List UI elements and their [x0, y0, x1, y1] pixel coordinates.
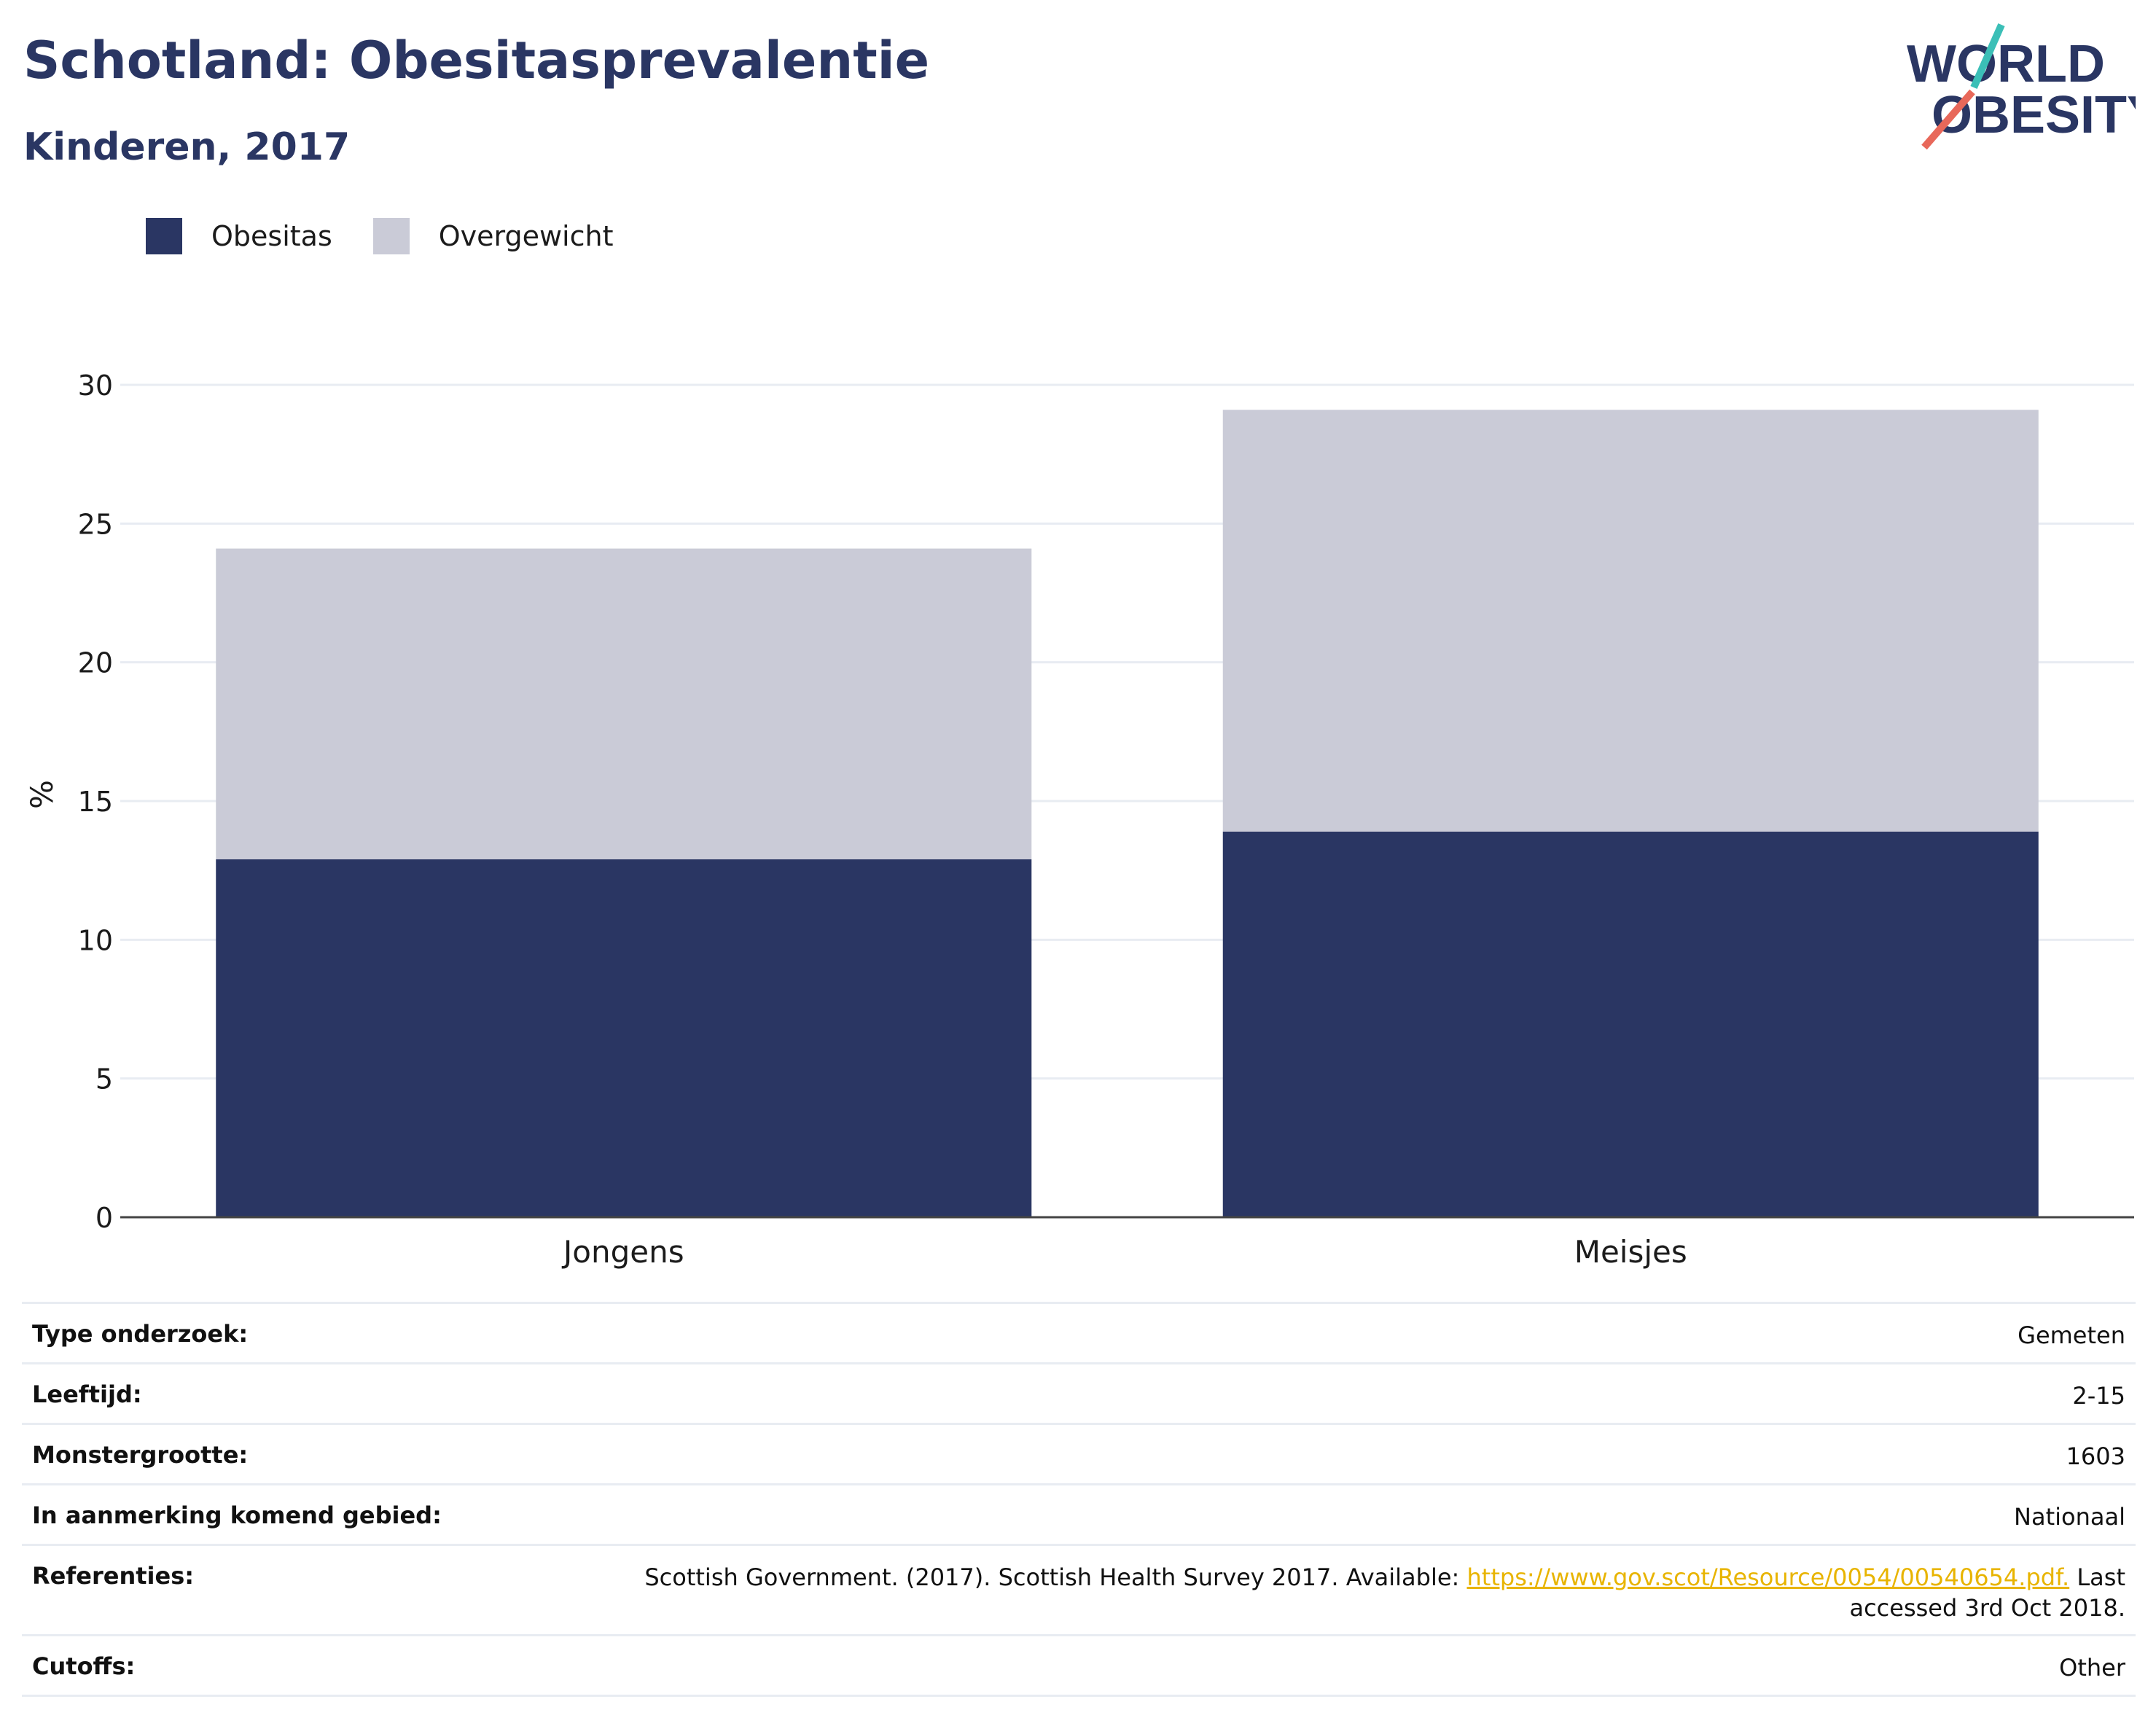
- logo-line-1: WORLD: [1907, 35, 2105, 93]
- info-label: Type onderzoek:: [22, 1302, 552, 1364]
- info-row-references: Referenties: Scottish Government. (2017)…: [22, 1544, 2136, 1636]
- info-row-study-type: Type onderzoek: Gemeten: [22, 1302, 2136, 1364]
- y-tick-label: 20: [78, 647, 113, 679]
- bar-obesitas-jongens: [216, 859, 1032, 1217]
- reference-link[interactable]: https://www.gov.scot/Resource/0054/00540…: [1466, 1563, 2070, 1591]
- chart-subtitle: Kinderen, 2017: [23, 125, 351, 169]
- info-row-area: In aanmerking komend gebied: Nationaal: [22, 1483, 2136, 1546]
- reference-text-after: Last: [2069, 1563, 2125, 1591]
- logo-accent-teal: [1970, 23, 2005, 90]
- reference-text: Scottish Government. (2017). Scottish He…: [644, 1563, 1467, 1591]
- stacked-bar-chart: 0 5 10 15 20 25 30 Jongens Meisjes %: [24, 370, 2134, 1270]
- bar-obesitas-meisjes: [1222, 831, 2039, 1217]
- info-label: In aanmerking komend gebied:: [22, 1483, 552, 1546]
- legend-swatch-overgewicht: [372, 218, 410, 254]
- info-value-references: Scottish Government. (2017). Scottish He…: [552, 1544, 2136, 1636]
- world-obesity-logo: WORLD OBESITY: [1907, 23, 2136, 150]
- chart-title: Schotland: Obesitasprevalentie: [23, 31, 930, 90]
- info-row-age: Leeftijd: 2-15: [22, 1362, 2136, 1425]
- info-value: 2-15: [552, 1362, 2136, 1425]
- bar-overgewicht-jongens: [216, 548, 1032, 859]
- reference-text-accessed: accessed 3rd Oct 2018.: [1849, 1594, 2125, 1622]
- legend-swatch-obesitas: [146, 218, 182, 254]
- bar-overgewicht-meisjes: [1222, 410, 2039, 832]
- axes: 0 5 10 15 20 25 30 Jongens Meisjes: [78, 370, 2134, 1270]
- y-axis-label: %: [24, 780, 60, 809]
- info-value: 1603: [552, 1423, 2136, 1485]
- legend-label-overgewicht: Overgewicht: [438, 220, 614, 252]
- y-tick-label: 0: [95, 1202, 113, 1234]
- info-value: Nationaal: [552, 1483, 2136, 1546]
- info-label: Leeftijd:: [22, 1362, 552, 1425]
- y-tick-label: 25: [78, 508, 113, 540]
- survey-info-table: Type onderzoek: Gemeten Leeftijd: 2-15 M…: [22, 1302, 2136, 1697]
- legend-label-obesitas: Obesitas: [211, 220, 332, 252]
- y-tick-label: 30: [78, 370, 113, 402]
- info-label: Monstergrootte:: [22, 1423, 552, 1485]
- info-value: Other: [552, 1634, 2136, 1697]
- y-tick-label: 5: [95, 1063, 113, 1096]
- legend-item-overgewicht: Overgewicht: [372, 218, 614, 254]
- info-row-cutoffs: Cutoffs: Other: [22, 1634, 2136, 1697]
- bars: [216, 410, 2039, 1217]
- info-label: Cutoffs:: [22, 1634, 552, 1697]
- x-tick-label: Meisjes: [1574, 1234, 1687, 1270]
- logo-accent-coral: [1921, 89, 1975, 150]
- x-tick-label: Jongens: [561, 1234, 684, 1270]
- chart-legend: Obesitas Overgewicht: [146, 217, 655, 255]
- info-row-sample-size: Monstergrootte: 1603: [22, 1423, 2136, 1485]
- legend-item-obesitas: Obesitas: [146, 218, 332, 254]
- info-value: Gemeten: [552, 1302, 2136, 1364]
- y-tick-label: 10: [78, 924, 113, 956]
- info-label: Referenties:: [22, 1544, 552, 1636]
- y-tick-label: 15: [78, 786, 113, 818]
